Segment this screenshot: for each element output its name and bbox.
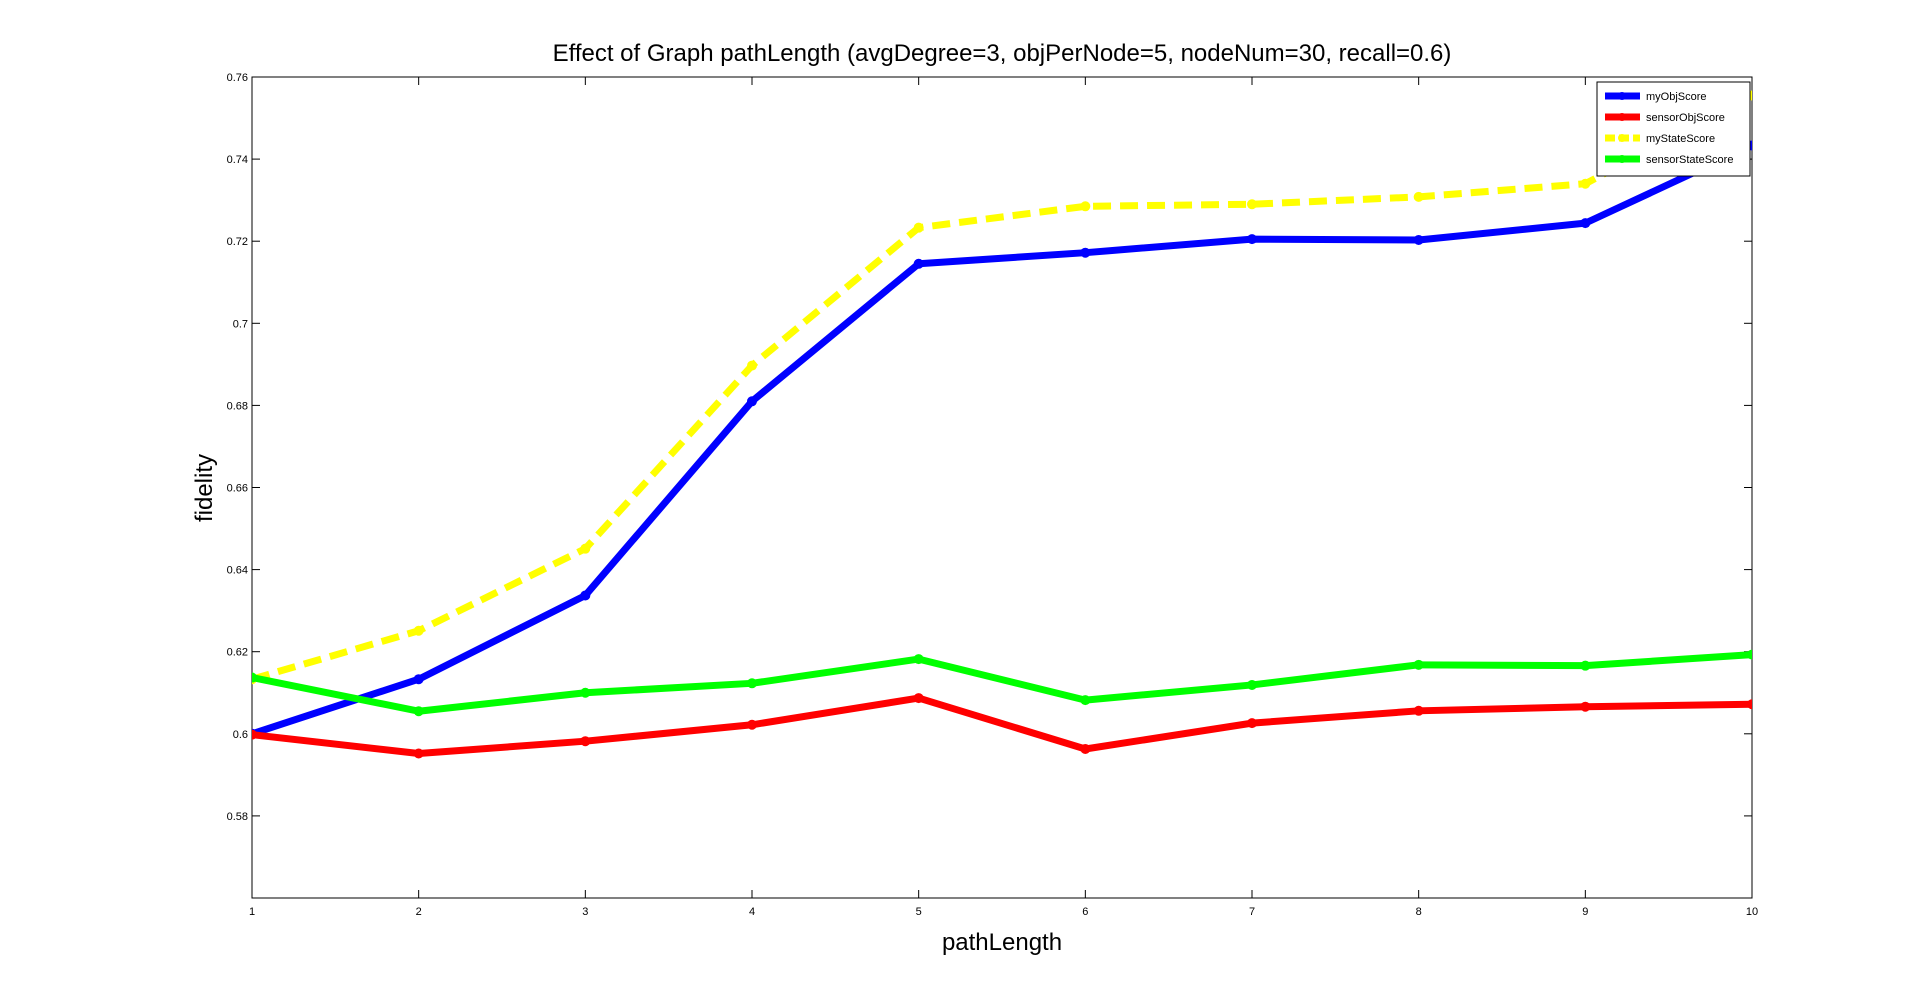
data-point-myStateScore bbox=[1413, 191, 1424, 202]
x-tick-label: 8 bbox=[1416, 906, 1422, 918]
y-axis-label: fidelity bbox=[191, 454, 218, 522]
data-point-sensorStateScore bbox=[580, 687, 591, 698]
y-tick-label: 0.68 bbox=[227, 400, 248, 412]
data-point-myStateScore bbox=[1080, 201, 1091, 212]
data-point-myObjScore bbox=[1247, 234, 1257, 245]
data-point-sensorObjScore bbox=[913, 693, 924, 704]
x-tick-label: 9 bbox=[1582, 906, 1588, 918]
x-axis-label: pathLength bbox=[942, 929, 1062, 956]
data-point-sensorStateScore bbox=[1747, 649, 1752, 660]
series-line-sensorObjScore bbox=[252, 694, 1752, 758]
data-point-myStateScore bbox=[580, 543, 591, 554]
legend-label-sensorStateScore: sensorStateScore bbox=[1646, 154, 1733, 166]
series-group bbox=[252, 90, 1752, 759]
data-point-myObjScore bbox=[580, 590, 591, 601]
legend-label-sensorObjScore: sensorObjScore bbox=[1646, 112, 1725, 124]
x-tick-label: 7 bbox=[1249, 906, 1255, 918]
data-point-sensorStateScore bbox=[1080, 695, 1091, 706]
data-point-sensorObjScore bbox=[413, 748, 424, 759]
data-point-sensorObjScore bbox=[1580, 701, 1591, 712]
data-point-sensorObjScore bbox=[1080, 743, 1091, 754]
y-tick-label: 0.66 bbox=[227, 483, 248, 495]
y-tick-label: 0.6 bbox=[233, 729, 248, 741]
data-point-myObjScore bbox=[1580, 218, 1591, 229]
legend-marker-myStateScore bbox=[1618, 134, 1626, 142]
legend-label-myObjScore: myObjScore bbox=[1646, 91, 1707, 103]
series-line-myObjScore bbox=[252, 142, 1752, 738]
data-point-myStateScore bbox=[747, 360, 757, 371]
data-point-sensorObjScore bbox=[1413, 705, 1424, 716]
data-point-sensorStateScore bbox=[413, 706, 424, 717]
x-tick-label: 3 bbox=[582, 906, 588, 918]
y-tick-label: 0.64 bbox=[227, 565, 248, 577]
y-tick-label: 0.7 bbox=[233, 318, 248, 330]
data-point-sensorStateScore bbox=[252, 672, 257, 683]
plot-area: 1 2 3 4 5 6 7 8 9 10 0.58 0.6 0.62 0.64 0.66 0.68 0.7 0.7… bbox=[227, 72, 1759, 918]
legend-marker-myObjScore bbox=[1618, 92, 1626, 100]
data-point-sensorStateScore bbox=[913, 654, 924, 665]
y-tick-label: 0.74 bbox=[227, 154, 248, 166]
y-tick-label: 0.76 bbox=[227, 72, 248, 84]
legend-label-myStateScore: myStateScore bbox=[1646, 133, 1715, 145]
data-point-sensorStateScore bbox=[747, 678, 757, 689]
data-point-sensorObjScore bbox=[580, 736, 591, 747]
data-point-sensorStateScore bbox=[1247, 679, 1257, 690]
x-tick-label: 1 bbox=[249, 906, 255, 918]
y-tick-label: 0.62 bbox=[227, 647, 248, 659]
legend-marker-sensorObjScore bbox=[1618, 113, 1626, 121]
data-point-sensorObjScore bbox=[252, 729, 257, 740]
x-tick-label: 4 bbox=[749, 906, 755, 918]
data-point-sensorStateScore bbox=[1413, 659, 1424, 670]
data-point-myStateScore bbox=[1580, 178, 1591, 189]
x-tick-label: 10 bbox=[1746, 906, 1758, 918]
x-tick-label: 2 bbox=[416, 906, 422, 918]
x-tick-label: 6 bbox=[1082, 906, 1088, 918]
data-point-sensorObjScore bbox=[1747, 699, 1752, 710]
data-point-myObjScore bbox=[413, 674, 424, 685]
legend-marker-sensorStateScore bbox=[1618, 155, 1626, 163]
data-point-myStateScore bbox=[913, 222, 924, 233]
data-point-myObjScore bbox=[1080, 247, 1091, 258]
legend: myObjScore sensorObjScore myStateScore sens… bbox=[1596, 81, 1751, 177]
data-point-myStateScore bbox=[413, 625, 424, 636]
data-point-myObjScore bbox=[1413, 234, 1424, 245]
data-point-myStateScore bbox=[1247, 199, 1257, 210]
y-tick-label: 0.58 bbox=[227, 811, 248, 823]
data-point-sensorObjScore bbox=[747, 719, 757, 730]
data-point-myObjScore bbox=[913, 258, 924, 269]
data-point-myObjScore bbox=[747, 396, 757, 407]
series-line-sensorStateScore bbox=[252, 651, 1752, 715]
y-tick-label: 0.72 bbox=[227, 236, 248, 248]
data-point-sensorStateScore bbox=[1580, 660, 1591, 671]
series-line-myStateScore bbox=[252, 92, 1752, 683]
x-tick-label: 5 bbox=[916, 906, 922, 918]
chart-title: Effect of Graph pathLength (avgDegree=3,… bbox=[553, 40, 1452, 67]
data-point-sensorObjScore bbox=[1247, 718, 1257, 729]
